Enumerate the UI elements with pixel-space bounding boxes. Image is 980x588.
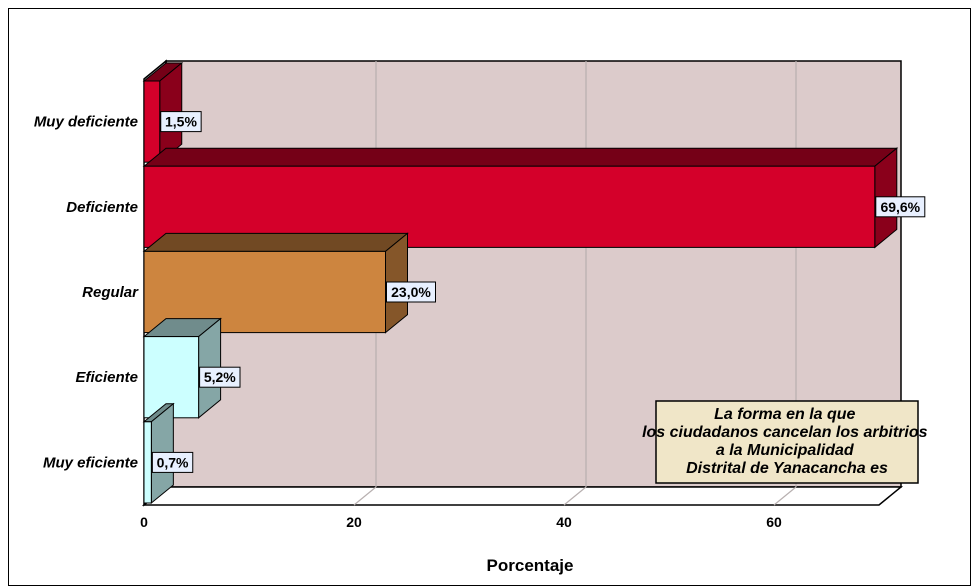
gridline-floor bbox=[773, 486, 797, 506]
y-category-label: Muy eficiente bbox=[43, 454, 138, 471]
bar bbox=[142, 147, 899, 249]
bar-chart: 0 20 40 60 Muy deficiente 1,5% Deficiente 69,6%… bbox=[34, 59, 932, 575]
x-tick-label: 0 bbox=[140, 514, 148, 530]
bar-top-face bbox=[142, 147, 899, 167]
bar-top-face bbox=[142, 232, 409, 252]
data-label-box bbox=[160, 111, 202, 133]
data-label: 0,7% bbox=[151, 451, 194, 473]
plot-floor bbox=[141, 486, 904, 506]
x-tick-label: 40 bbox=[556, 514, 572, 530]
y-category-label: Regular bbox=[82, 284, 139, 301]
bar-front-face bbox=[143, 80, 161, 163]
data-label-text: 5,2% bbox=[204, 369, 236, 385]
y-category-label: Muy deficiente bbox=[34, 114, 138, 131]
data-label-box bbox=[199, 366, 241, 388]
legend-title: La forma en la que los ciudadanos cancel… bbox=[642, 406, 932, 477]
chart-frame: 0 20 40 60 Muy deficiente 1,5% Deficiente 69,6%… bbox=[8, 8, 971, 586]
data-label: 5,2% bbox=[199, 366, 241, 388]
data-label-text: 0,7% bbox=[157, 454, 189, 470]
bar-front-face bbox=[143, 421, 152, 504]
x-axis-title: Porcentaje bbox=[487, 556, 574, 575]
legend-box: La forma en la que los ciudadanos cancel… bbox=[642, 400, 932, 484]
y-category-label: Eficiente bbox=[75, 369, 138, 386]
data-label-box bbox=[875, 196, 926, 218]
data-label-text: 69,6% bbox=[880, 199, 920, 215]
y-category-label: Deficiente bbox=[66, 199, 138, 216]
data-label-box bbox=[386, 281, 436, 303]
labels-group: 0 20 40 60 Muy deficiente 1,5% Deficiente 69,6%… bbox=[34, 111, 926, 530]
data-label: 69,6% bbox=[875, 196, 926, 218]
data-label-text: 1,5% bbox=[165, 114, 197, 130]
x-tick-label: 60 bbox=[766, 514, 782, 530]
x-tick-label: 20 bbox=[346, 514, 362, 530]
bar bbox=[142, 232, 409, 334]
gridline-floor bbox=[353, 486, 377, 506]
bar-front-face bbox=[143, 165, 876, 248]
gridline-floor bbox=[563, 486, 587, 506]
data-label-box bbox=[151, 451, 194, 473]
data-label: 23,0% bbox=[386, 281, 436, 303]
data-label: 1,5% bbox=[160, 111, 202, 133]
data-label-text: 23,0% bbox=[391, 284, 431, 300]
